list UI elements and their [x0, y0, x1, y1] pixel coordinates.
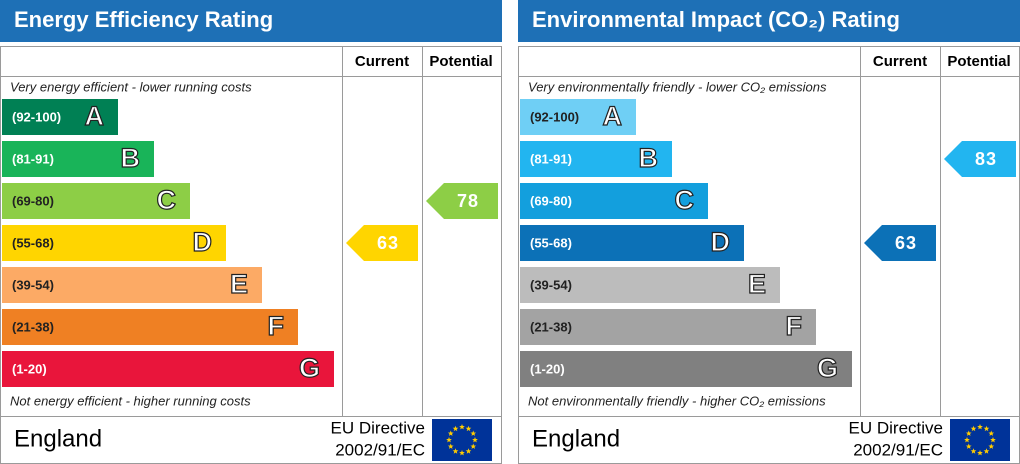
rating-band [520, 267, 780, 303]
eu-star [965, 443, 972, 449]
band-range: (21-38) [530, 319, 572, 334]
eu-star [447, 430, 454, 436]
band-range: (81-91) [530, 151, 572, 166]
panel-title: Environmental Impact (CO₂) Rating [532, 7, 900, 32]
band-letter: C [157, 185, 177, 215]
eu-star [452, 448, 459, 454]
rating-band [520, 183, 708, 219]
rating-value: 63 [377, 233, 399, 253]
band-letter: F [268, 311, 285, 341]
band-letter: F [786, 311, 803, 341]
column-header: Potential [947, 53, 1010, 70]
rating-band [520, 99, 636, 135]
band-range: (69-80) [530, 193, 572, 208]
rating-band [2, 225, 226, 261]
band-letter: A [85, 101, 105, 131]
eu-star [970, 448, 977, 454]
directive: 2002/91/EC [853, 440, 943, 459]
rating-arrow [426, 183, 498, 219]
rating-band [520, 225, 744, 261]
eu-star [977, 450, 983, 456]
eu-star [465, 425, 472, 432]
band-range: (1-20) [12, 361, 47, 376]
band-range: (81-91) [12, 151, 54, 166]
eu-star [983, 448, 990, 454]
band-range: (39-54) [530, 277, 572, 292]
band-letter: E [230, 269, 248, 299]
eu-star [990, 437, 996, 443]
eu-star [970, 425, 977, 432]
rating-arrow [944, 141, 1016, 177]
column-header: Current [355, 53, 409, 70]
title-bar [518, 0, 1020, 42]
rating-value: 63 [895, 233, 917, 253]
eu-star [964, 437, 970, 443]
top-note: Very environmentally friendly - lower CO… [528, 79, 827, 94]
band-letter: B [639, 143, 659, 173]
eu-star [977, 424, 983, 430]
title-bar [0, 0, 502, 42]
band-range: (1-20) [530, 361, 565, 376]
country: England [532, 425, 620, 452]
band-range: (92-100) [12, 109, 61, 124]
rating-band [2, 99, 118, 135]
eu-star [988, 430, 995, 436]
rating-band [2, 267, 262, 303]
band-range: (55-68) [530, 235, 572, 250]
eu-star [459, 424, 465, 430]
rating-band [2, 183, 190, 219]
band-range: (39-54) [12, 277, 54, 292]
epc-panel: Environmental Impact (CO₂) Rating Current… [518, 0, 1020, 464]
eu-star [459, 450, 465, 456]
band-letter: D [711, 227, 731, 257]
band-range: (92-100) [530, 109, 579, 124]
column-header: Potential [429, 53, 492, 70]
band-letter: G [817, 353, 838, 383]
directive: 2002/91/EC [335, 440, 425, 459]
band-letter: G [299, 353, 320, 383]
rating-band [520, 141, 672, 177]
eu-star [988, 443, 995, 449]
rating-band [2, 141, 154, 177]
directive: EU Directive [849, 418, 943, 437]
column-header: Current [873, 53, 927, 70]
band-range: (55-68) [12, 235, 54, 250]
top-note: Very energy efficient - lower running co… [10, 79, 252, 94]
epc-panel: Energy Efficiency Rating Current Potential… [0, 0, 502, 464]
rating-value: 83 [975, 149, 997, 169]
rating-band [520, 351, 852, 387]
bottom-note: Not energy efficient - higher running co… [10, 393, 251, 408]
rating-value: 78 [457, 191, 479, 211]
eu-star [446, 437, 452, 443]
eu-star [965, 430, 972, 436]
eu-star [470, 430, 477, 436]
bottom-note: Not environmentally friendly - higher CO… [528, 393, 826, 408]
rating-band [2, 351, 334, 387]
eu-star [983, 425, 990, 432]
band-letter: B [121, 143, 141, 173]
eu-star [447, 443, 454, 449]
band-letter: D [193, 227, 213, 257]
rating-arrow [346, 225, 418, 261]
band-range: (21-38) [12, 319, 54, 334]
band-range: (69-80) [12, 193, 54, 208]
band-letter: C [675, 185, 695, 215]
eu-star [472, 437, 478, 443]
eu-star [452, 425, 459, 432]
rating-band [520, 309, 816, 345]
rating-band [2, 309, 298, 345]
country: England [14, 425, 102, 452]
eu-star [470, 443, 477, 449]
rating-arrow [864, 225, 936, 261]
band-letter: A [603, 101, 623, 131]
eu-star [465, 448, 472, 454]
band-letter: E [748, 269, 766, 299]
directive: EU Directive [331, 418, 425, 437]
panel-title: Energy Efficiency Rating [14, 7, 273, 32]
